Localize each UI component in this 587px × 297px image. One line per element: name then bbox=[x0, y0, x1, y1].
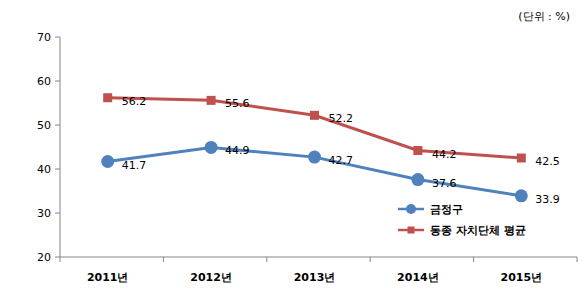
y-tick-label: 30 bbox=[37, 207, 51, 220]
plot-area bbox=[101, 93, 528, 202]
y-tick bbox=[55, 257, 60, 258]
y-tick-label: 20 bbox=[37, 251, 51, 264]
data-label: 42.7 bbox=[329, 154, 354, 167]
data-label: 44.2 bbox=[432, 148, 457, 161]
unit-label: (단위 : %) bbox=[518, 10, 570, 23]
legend-label: 금정구 bbox=[430, 203, 463, 216]
data-label: 33.9 bbox=[535, 193, 560, 206]
legend-label: 동종 자치단체 평균 bbox=[430, 224, 526, 237]
x-tick-label: 2012년 bbox=[190, 271, 232, 284]
marker bbox=[517, 154, 526, 163]
y-tick bbox=[55, 169, 60, 170]
marker bbox=[515, 189, 528, 202]
data-label: 52.2 bbox=[329, 112, 354, 125]
x-tick bbox=[163, 257, 164, 262]
y-tick-label: 50 bbox=[37, 119, 51, 132]
y-tick bbox=[55, 213, 60, 214]
x-tick bbox=[266, 257, 267, 262]
marker bbox=[406, 204, 416, 214]
data-label: 56.2 bbox=[122, 95, 147, 108]
chart: (단위 : %) 20 30 40 50 60 70 2011년 2012년 2013년 2014년… bbox=[0, 0, 587, 297]
marker bbox=[103, 93, 112, 102]
marker bbox=[205, 141, 218, 154]
data-label: 41.7 bbox=[122, 159, 147, 172]
series-line bbox=[108, 98, 522, 158]
data-label: 44.9 bbox=[225, 144, 250, 157]
y-tick bbox=[55, 125, 60, 126]
y-axis bbox=[60, 37, 61, 257]
x-tick-label: 2015년 bbox=[500, 271, 542, 284]
data-label: 55.6 bbox=[225, 97, 250, 110]
data-label: 42.5 bbox=[535, 155, 560, 168]
x-tick-label: 2011년 bbox=[87, 271, 129, 284]
x-tick bbox=[370, 257, 371, 262]
x-tick bbox=[577, 257, 578, 262]
marker bbox=[411, 173, 424, 186]
marker bbox=[207, 96, 216, 105]
y-tick bbox=[55, 81, 60, 82]
marker bbox=[308, 151, 321, 164]
y-tick-label: 70 bbox=[37, 31, 51, 44]
y-tick-label: 60 bbox=[37, 75, 51, 88]
x-tick bbox=[473, 257, 474, 262]
x-tick-label: 2013년 bbox=[294, 271, 336, 284]
marker bbox=[413, 146, 422, 155]
x-axis bbox=[60, 257, 577, 258]
x-tick bbox=[60, 257, 61, 262]
marker bbox=[408, 227, 415, 234]
x-tick-label: 2014년 bbox=[397, 271, 439, 284]
y-tick bbox=[55, 37, 60, 38]
marker bbox=[101, 155, 114, 168]
data-label: 37.6 bbox=[432, 177, 457, 190]
marker bbox=[310, 111, 319, 120]
y-tick-label: 40 bbox=[37, 163, 51, 176]
